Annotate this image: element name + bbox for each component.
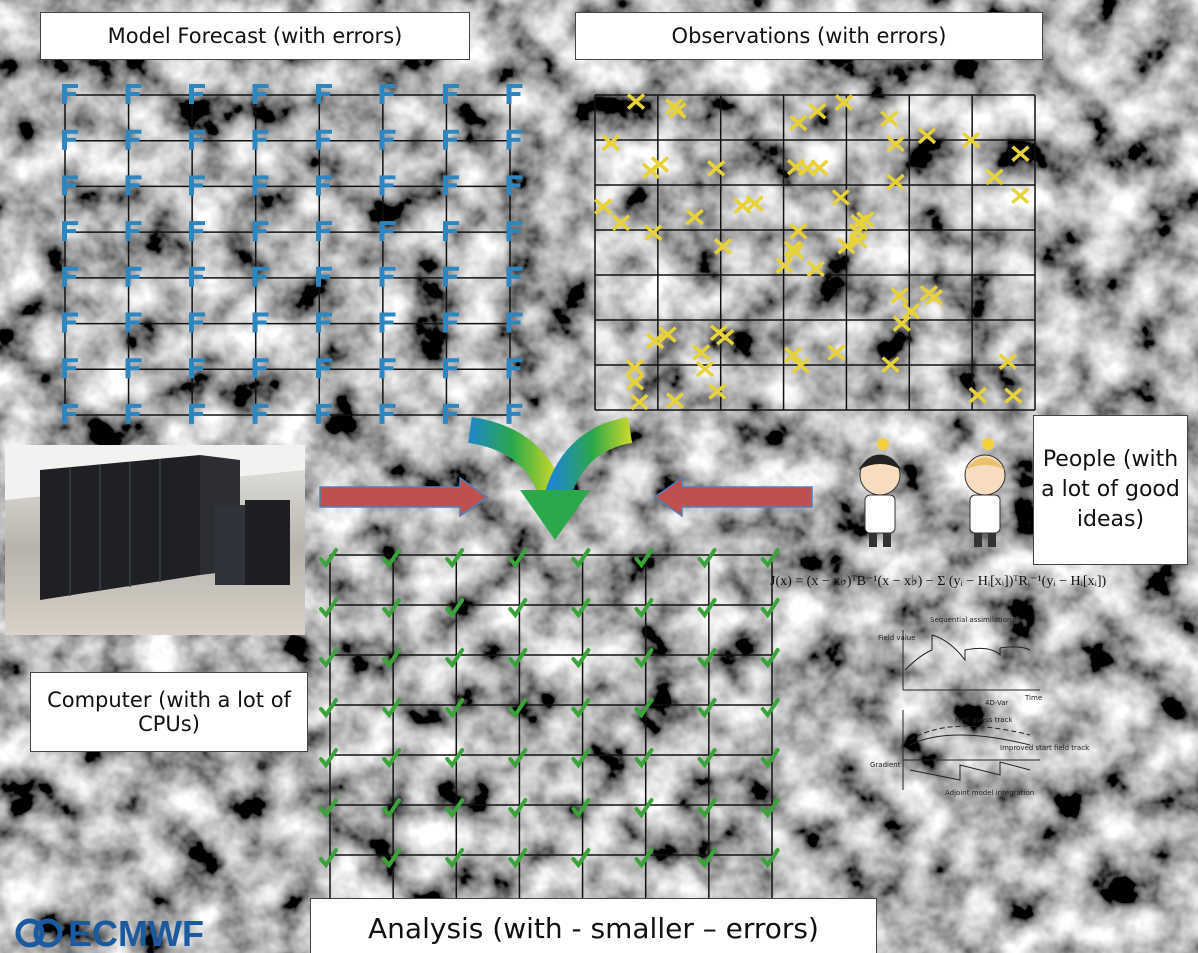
sketch-label: Gradient (870, 761, 901, 769)
forecast-marker (507, 221, 523, 241)
forecast-marker (507, 404, 523, 424)
computer-label: Computer (with a lot of CPUs) (30, 672, 308, 752)
logo: ECMWF (18, 913, 204, 953)
equation: J(x) = (x − x♭)ᵀB⁻¹(x − x♭) − Σ (yᵢ − Hᵢ… (770, 574, 1107, 589)
sketch-label: Sequential assimilation (930, 616, 1011, 624)
sketch-label: 4D-Var (985, 699, 1008, 707)
illustration: J(x) = (x − x♭)ᵀB⁻¹(x − x♭) − Σ (yᵢ − Hᵢ… (0, 0, 1198, 953)
sketch-label: First guess track (955, 716, 1013, 724)
forecast-marker (507, 175, 523, 195)
people-label: People (with a lot of good ideas) (1033, 415, 1188, 565)
sketch-label: Time (1024, 694, 1042, 702)
forecast-marker (507, 84, 523, 104)
forecast-marker (189, 404, 205, 424)
forecast-marker (62, 404, 78, 424)
arrow-right (320, 478, 487, 516)
sketch-label: Improved start field track (1000, 744, 1090, 752)
forecast-marker (316, 404, 332, 424)
forecast-marker (380, 404, 396, 424)
sketch-label: Field value (878, 634, 916, 642)
analysis-label: Analysis (with - smaller – errors) (310, 898, 877, 953)
forecast-marker (253, 404, 269, 424)
arrow-left (655, 478, 812, 516)
forecast-marker (443, 404, 459, 424)
forecast-marker (126, 404, 142, 424)
header-bar (1108, 0, 1198, 8)
sketch-label: Adjoint model integration (945, 789, 1034, 797)
forecast-marker (507, 313, 523, 333)
computer-photo (5, 445, 305, 635)
merge-arrow (520, 490, 590, 540)
observations-label: Observations (with errors) (575, 12, 1043, 60)
forecast-marker (507, 267, 523, 287)
forecast-marker (507, 130, 523, 150)
forecast-marker (507, 358, 523, 378)
forecast-label: Model Forecast (with errors) (40, 12, 470, 60)
sketch-charts (903, 630, 1040, 790)
slide: J(x) = (x − x♭)ᵀB⁻¹(x − x♭) − Σ (yᵢ − Hᵢ… (0, 0, 1198, 953)
people-cartoon (858, 438, 1005, 547)
logo-text: ECMWF (68, 913, 204, 953)
